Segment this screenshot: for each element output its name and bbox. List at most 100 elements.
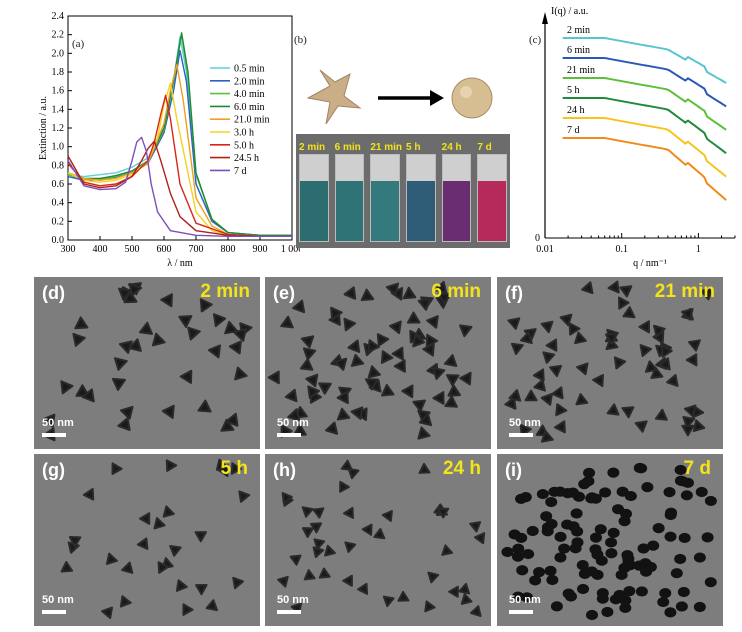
particle	[312, 507, 325, 519]
tem-panel-d: (d) 2 min 50 nm	[34, 277, 260, 449]
particle	[448, 585, 459, 598]
particle	[644, 360, 658, 373]
y-axis-label: I(q) / a.u.	[551, 6, 588, 17]
particle	[380, 350, 394, 364]
particle	[334, 357, 348, 371]
x-tick-label: 700	[189, 244, 204, 255]
y-origin-label: 0	[535, 233, 540, 244]
y-axis-arrow	[542, 12, 548, 24]
scale-bar	[42, 610, 66, 614]
particle	[659, 588, 672, 599]
particle	[680, 490, 693, 501]
particle	[350, 353, 365, 367]
vial-label: 2 min	[299, 142, 326, 153]
particle	[391, 346, 404, 361]
tem-image	[504, 280, 714, 443]
particle	[292, 299, 306, 314]
particle	[347, 467, 360, 480]
particle	[169, 545, 182, 557]
particle	[318, 567, 331, 579]
particle	[303, 569, 316, 581]
particle	[361, 523, 373, 536]
particle	[512, 543, 525, 554]
tem-image	[267, 280, 473, 440]
particle	[60, 380, 74, 395]
particle	[585, 493, 598, 504]
particle	[441, 544, 454, 556]
y-tick-label: 1.4	[52, 104, 65, 115]
particle	[301, 506, 314, 518]
particle	[508, 529, 521, 540]
particle	[212, 313, 227, 328]
particle	[470, 605, 482, 617]
series-line	[562, 137, 727, 201]
particle	[301, 527, 314, 538]
y-tick-label: 2.0	[52, 48, 65, 59]
particle	[277, 575, 289, 588]
particle	[638, 320, 650, 334]
particle	[382, 595, 395, 608]
particle	[540, 392, 553, 406]
particle	[570, 508, 583, 519]
particle	[232, 576, 245, 590]
scale-bar	[277, 433, 301, 437]
sphere-particle-image	[451, 77, 493, 119]
particle	[545, 518, 558, 530]
particle	[389, 320, 402, 335]
particle	[619, 602, 632, 614]
particle	[522, 548, 535, 560]
series-line	[67, 140, 292, 237]
tem-label: (g)	[42, 460, 65, 480]
legend-label: 0.5 min	[234, 64, 265, 75]
y-axis-label: Extinction / a.u.	[38, 96, 49, 160]
particle	[381, 510, 393, 522]
particle	[577, 583, 590, 595]
particle	[554, 420, 566, 434]
tem-time: 24 h	[442, 458, 481, 479]
legend-label: 2.0 min	[234, 76, 265, 87]
particle	[305, 373, 319, 388]
tem-image	[501, 462, 717, 621]
particle	[325, 421, 339, 435]
particle	[412, 333, 426, 348]
tem-time: 7 d	[683, 458, 711, 479]
particle	[138, 321, 153, 335]
particle	[650, 366, 664, 379]
particle	[350, 406, 364, 420]
particle	[118, 340, 133, 354]
legend-label: 6.0 min	[234, 102, 265, 113]
particle	[347, 339, 361, 353]
particle	[161, 404, 175, 419]
particle	[336, 407, 351, 421]
particle	[599, 487, 612, 498]
x-tick-label: 0.01	[536, 244, 554, 255]
particle	[701, 532, 714, 543]
particle	[533, 567, 546, 578]
legend-label: 7 d	[234, 166, 247, 177]
particle	[515, 493, 528, 504]
tem-label: (i)	[505, 460, 522, 480]
particle	[157, 561, 169, 574]
particle	[82, 488, 95, 501]
tem-label: (e)	[273, 283, 295, 303]
particle	[406, 311, 421, 324]
particle	[417, 297, 432, 311]
y-tick-label: 0.2	[52, 216, 65, 227]
panel-c: 0.01 0.1 1 q / nm⁻¹ I(q) / a.u. 0 2 min 6 min 21…	[525, 0, 742, 270]
particle	[418, 413, 433, 427]
particle	[373, 528, 386, 540]
particle	[574, 331, 587, 345]
series-label: 24 h	[567, 105, 585, 116]
particle	[618, 296, 630, 310]
particle	[139, 512, 151, 525]
x-tick-label: 1	[696, 244, 701, 255]
x-tick-label: 300	[61, 244, 76, 255]
particle	[516, 565, 529, 576]
tem-panel-f: (f) 21 min 50 nm	[497, 277, 723, 449]
particle	[618, 516, 631, 527]
y-tick-label: 1.6	[52, 86, 65, 97]
particle	[693, 552, 706, 563]
vial-label: 24 h	[441, 142, 462, 153]
particle	[234, 366, 248, 381]
particle	[444, 395, 458, 408]
